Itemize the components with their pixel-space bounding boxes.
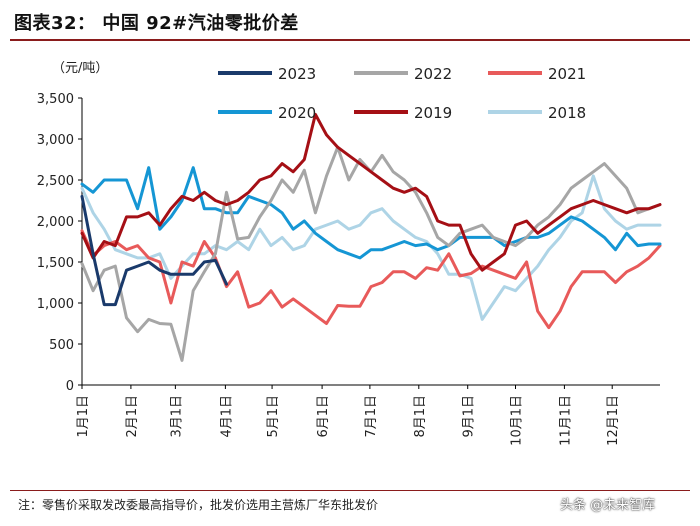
x-tick-label: 10月1日 — [510, 395, 525, 446]
series-line-2019 — [80, 112, 662, 272]
y-tick-label: 2,500 — [37, 174, 74, 189]
y-tick-label: 3,500 — [37, 92, 74, 107]
y-tick-label: 500 — [49, 338, 74, 353]
y-tick-label: 3,000 — [37, 133, 74, 148]
legend-label-2023: 2023 — [278, 65, 316, 83]
chart-note: 注：零售价采取发改委最高指导价，批发价选用主营炼厂华东批发价 — [18, 498, 379, 512]
x-tick-label: 2月1日 — [125, 395, 140, 438]
series-line-2020 — [80, 166, 662, 260]
axes: （元/吨） 0 500 1,000 1,500 2,000 2,500 3,000 3,500 1… — [37, 61, 660, 446]
legend-label-2019: 2019 — [414, 104, 452, 122]
y-tick-label: 2,000 — [37, 215, 74, 230]
x-tick-label: 3月1日 — [169, 395, 184, 438]
y-axis-label: （元/吨） — [52, 61, 108, 76]
series-line-2023 — [80, 194, 228, 307]
series-layer — [80, 112, 662, 362]
x-tick-label: 8月1日 — [413, 395, 428, 438]
legend-label-2020: 2020 — [278, 104, 316, 122]
series-line-2021 — [80, 229, 662, 330]
legend-label-2018: 2018 — [548, 104, 586, 122]
y-tick-label: 0 — [66, 379, 74, 394]
y-tick-label: 1,500 — [37, 256, 74, 271]
x-tick-label: 11月1日 — [558, 395, 573, 446]
x-tick-label: 5月1日 — [266, 395, 281, 438]
legend: 2023 2022 2021 2020 2019 2018 — [218, 65, 586, 122]
y-tick-label: 1,000 — [37, 297, 74, 312]
watermark: 头条 @未来智库 — [560, 498, 656, 513]
x-tick-label: 1月1日 — [76, 395, 91, 438]
title-rule — [10, 39, 690, 41]
title-bar: 图表32： 中国 92#汽油零批价差 — [0, 0, 700, 41]
chart-title: 图表32： 中国 92#汽油零批价差 — [14, 13, 299, 34]
x-tick-label: 7月1日 — [364, 395, 379, 438]
x-tick-label: 9月1日 — [462, 395, 477, 438]
series-line-2022 — [80, 145, 662, 362]
x-tick-label: 6月1日 — [316, 395, 331, 438]
x-tick-label: 4月1日 — [219, 395, 234, 438]
legend-label-2022: 2022 — [414, 65, 452, 83]
bottom-rule — [10, 490, 690, 491]
legend-label-2021: 2021 — [548, 65, 586, 83]
x-tick-label: 12月1日 — [606, 395, 621, 446]
